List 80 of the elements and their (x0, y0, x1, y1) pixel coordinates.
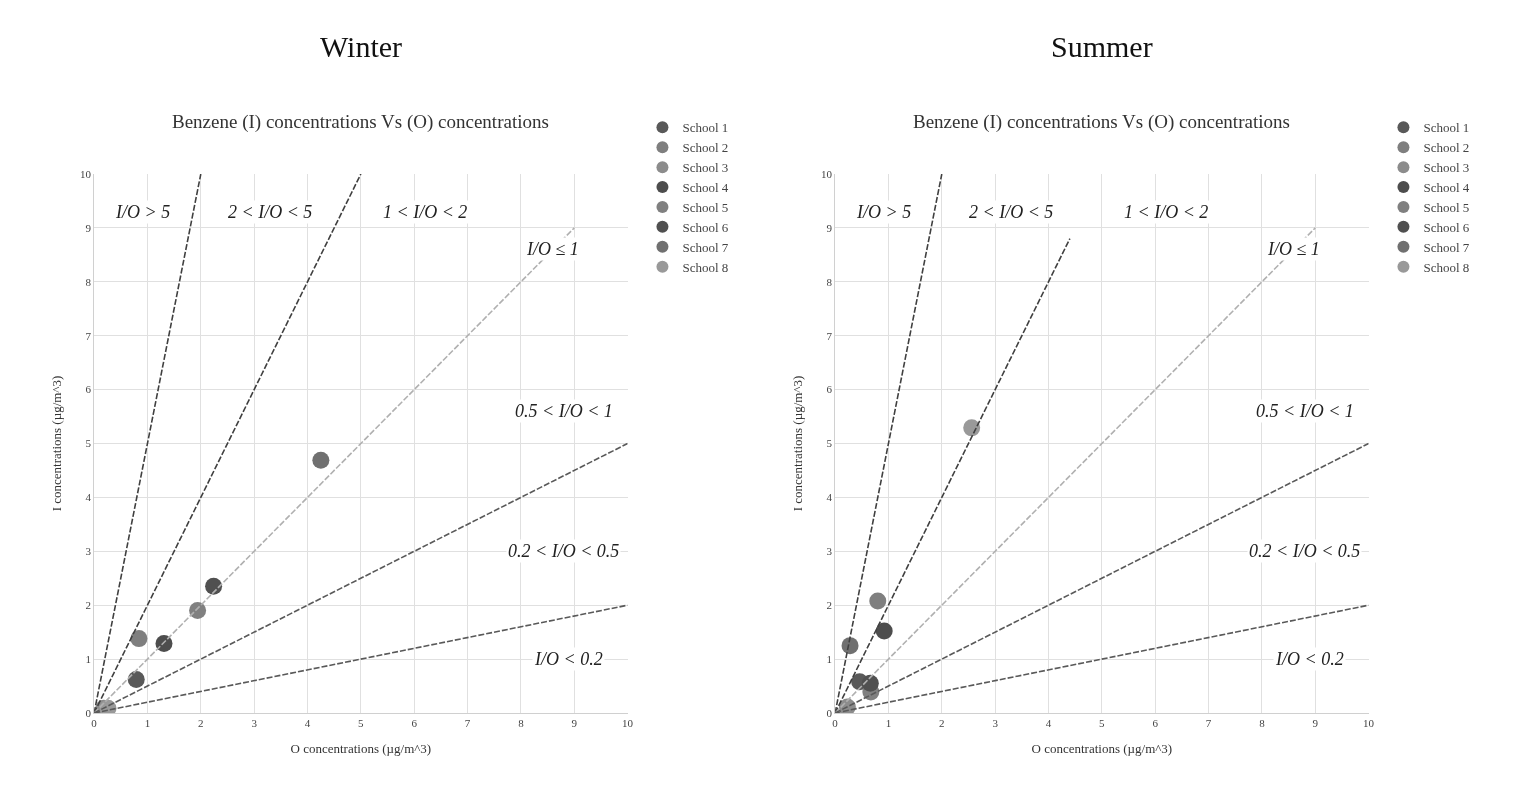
x-tick-label: 7 (464, 717, 471, 730)
y-tick-label: 8 (85, 275, 92, 288)
legend-label: School 3 (1423, 160, 1470, 176)
annotation: 0.5 < I/O < 1 (1256, 401, 1354, 421)
x-tick-label: 2 (939, 717, 945, 730)
annotation: 2 < I/O < 5 (228, 202, 313, 222)
y-tick-label: 1 (826, 652, 832, 665)
legend-label: School 5 (1423, 200, 1470, 216)
y-tick-label: 1 (85, 652, 91, 665)
x-tick-label: 2 (198, 717, 204, 730)
annotation: I/O > 5 (856, 202, 912, 222)
x-tick-label: 9 (1312, 717, 1319, 730)
y-tick-label: 8 (826, 275, 833, 288)
y-tick-label: 2 (85, 599, 91, 612)
annotation: 0.2 < I/O < 0.5 (508, 541, 620, 561)
legend-label: School 4 (682, 180, 729, 196)
legend-label: School 1 (1423, 120, 1470, 136)
annotation: I/O < 0.2 (534, 649, 603, 669)
x-tick-label: 10 (1363, 717, 1375, 730)
y-tick-label: 10 (820, 167, 833, 180)
x-tick-label: 6 (1152, 717, 1159, 730)
x-tick-label: 1 (885, 717, 892, 730)
legend-label: School 2 (1423, 140, 1470, 156)
y-tick-label: 5 (85, 437, 92, 450)
annotation: 1 < I/O < 2 (383, 202, 468, 222)
y-tick-label: 7 (826, 329, 833, 342)
x-tick-label: 9 (571, 717, 578, 730)
x-axis-title: O concentrations (µg/m^3) (290, 740, 432, 756)
chart-title: Winter (320, 30, 403, 63)
y-tick-label: 6 (85, 383, 92, 396)
chart-subtitle: Benzene (I) concentrations Vs (O) concentrations (172, 111, 549, 133)
chart-subtitle: Benzene (I) concentrations Vs (O) concentrations (913, 111, 1290, 133)
annotation: 2 < I/O < 5 (969, 202, 1054, 222)
y-tick-label: 4 (85, 491, 92, 504)
legend-label: School 3 (682, 160, 729, 176)
annotation: I/O ≤ 1 (1267, 239, 1320, 259)
y-tick-label: 0 (826, 706, 833, 719)
y-tick-label: 3 (85, 545, 92, 558)
y-tick-label: 9 (85, 221, 92, 234)
y-axis-title: I concentrations (µg/m^3) (48, 375, 64, 512)
annotation: I/O > 5 (115, 202, 171, 222)
x-tick-label: 1 (144, 717, 151, 730)
y-tick-label: 3 (826, 545, 833, 558)
legend-label: School 8 (682, 259, 729, 275)
chart-title: Summer (1051, 30, 1153, 63)
x-tick-label: 10 (622, 717, 634, 730)
y-tick-label: 0 (85, 706, 92, 719)
annotation: 0.2 < I/O < 0.5 (1249, 541, 1361, 561)
legend-label: School 6 (1423, 219, 1470, 235)
x-tick-label: 7 (1205, 717, 1212, 730)
annotation: 0.5 < I/O < 1 (515, 401, 613, 421)
x-axis-title: O concentrations (µg/m^3) (1031, 740, 1173, 756)
x-tick-label: 8 (518, 717, 525, 730)
y-tick-label: 7 (85, 329, 92, 342)
legend-label: School 5 (682, 200, 729, 216)
legend-label: School 7 (682, 239, 729, 255)
y-tick-label: 5 (826, 437, 833, 450)
y-axis-title: I concentrations (µg/m^3) (789, 375, 805, 512)
legend-label: School 6 (682, 219, 729, 235)
annotation: I/O < 0.2 (1275, 649, 1344, 669)
y-tick-label: 9 (826, 221, 833, 234)
y-tick-label: 6 (826, 383, 833, 396)
legend-label: School 8 (1423, 259, 1470, 275)
annotation: I/O ≤ 1 (526, 239, 579, 259)
x-tick-label: 8 (1259, 717, 1266, 730)
x-tick-label: 3 (251, 717, 258, 730)
legend-label: School 4 (1423, 180, 1470, 196)
y-tick-label: 10 (79, 167, 92, 180)
x-tick-label: 3 (992, 717, 999, 730)
legend-label: School 1 (682, 120, 729, 136)
x-tick-label: 5 (1099, 717, 1106, 730)
x-tick-label: 4 (1045, 717, 1052, 730)
y-tick-label: 4 (826, 491, 833, 504)
x-tick-label: 4 (304, 717, 311, 730)
annotation: 1 < I/O < 2 (1124, 202, 1209, 222)
x-tick-label: 5 (358, 717, 365, 730)
x-tick-label: 6 (411, 717, 418, 730)
legend-label: School 2 (682, 140, 729, 156)
legend-label: School 7 (1423, 239, 1470, 255)
y-tick-label: 2 (826, 599, 832, 612)
